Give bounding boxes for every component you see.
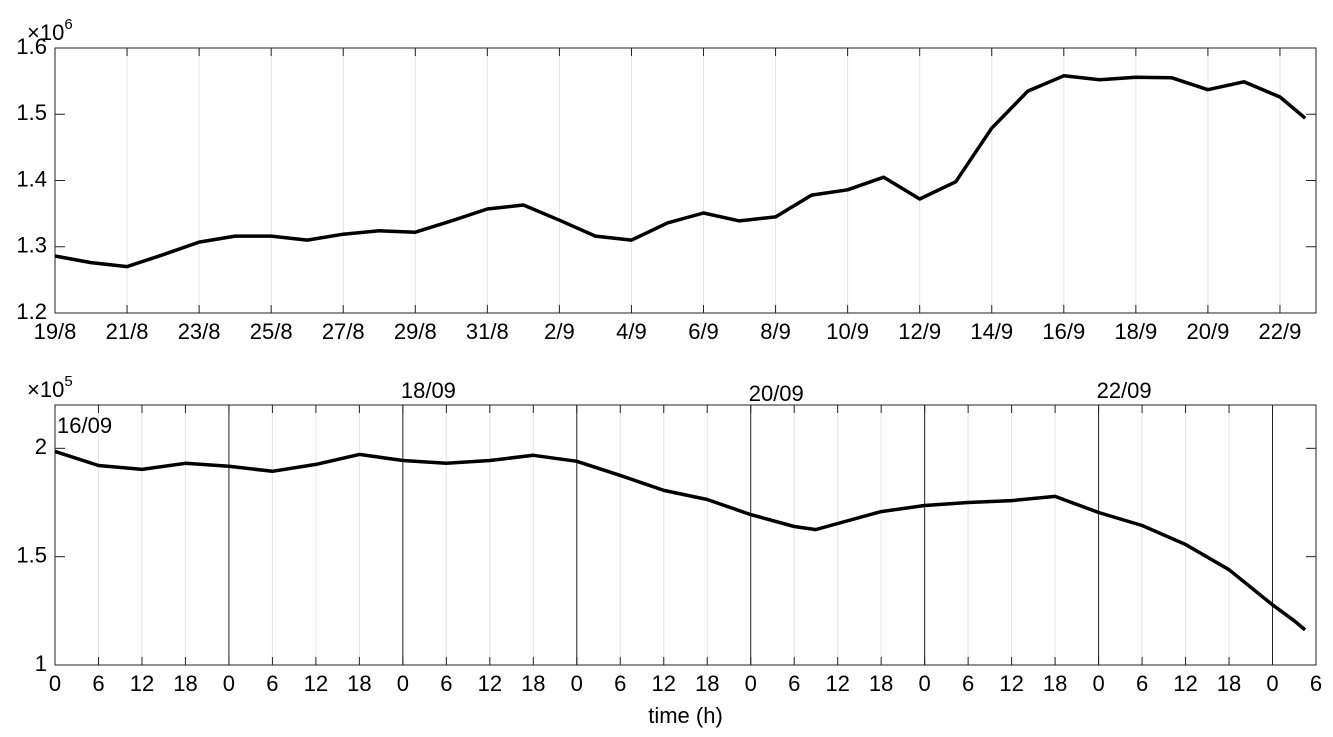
y-tick-label: 1.5: [16, 542, 47, 567]
y-tick-label: 1.5: [16, 100, 47, 125]
x-tick-label: 14/9: [970, 319, 1013, 344]
x-tick-label: 12: [652, 671, 676, 696]
exponent-base: ×10: [27, 20, 64, 45]
x-tick-label: 10/9: [826, 319, 869, 344]
x-tick-label: 6: [1310, 671, 1322, 696]
x-tick-label: 22/9: [1259, 319, 1302, 344]
x-tick-label: 4/9: [616, 319, 647, 344]
date-annotation: 18/09: [401, 378, 456, 403]
x-tick-label: 31/8: [466, 319, 509, 344]
exponent-base: ×10: [27, 377, 64, 402]
x-tick-label: 0: [397, 671, 409, 696]
y-tick-label: 1.3: [16, 233, 47, 258]
data-line: [54, 74, 1307, 269]
date-annotation: 22/09: [1097, 378, 1152, 403]
y-exponent: ×105: [27, 373, 73, 402]
y-tick-label: 2: [35, 434, 47, 459]
x-tick-label: 12: [1173, 671, 1197, 696]
x-tick-label: 29/8: [394, 319, 437, 344]
y-tick-label: 1.2: [16, 299, 47, 324]
x-tick-label: 19/8: [34, 319, 77, 344]
x-tick-label: 6: [440, 671, 452, 696]
x-tick-label: 21/8: [106, 319, 149, 344]
x-tick-label: 27/8: [322, 319, 365, 344]
exponent-power: 6: [64, 16, 72, 33]
x-tick-label: 6: [266, 671, 278, 696]
x-tick-label: 18: [521, 671, 545, 696]
x-tick-label: 6: [1136, 671, 1148, 696]
exponent-power: 5: [64, 373, 72, 390]
x-tick-label: 18: [869, 671, 893, 696]
x-tick-label: 6: [962, 671, 974, 696]
y-exponent: ×106: [27, 16, 73, 45]
x-tick-label: 6/9: [688, 319, 719, 344]
x-tick-label: 6: [92, 671, 104, 696]
date-annotation: 16/09: [57, 413, 112, 438]
x-tick-label: 18: [347, 671, 371, 696]
x-tick-label: 12: [999, 671, 1023, 696]
x-tick-label: 18: [173, 671, 197, 696]
data-line: [54, 449, 1307, 632]
x-tick-label: 0: [745, 671, 757, 696]
x-tick-label: 0: [1092, 671, 1104, 696]
x-tick-label: 0: [1266, 671, 1278, 696]
date-annotation: 20/09: [749, 381, 804, 406]
x-tick-label: 18: [695, 671, 719, 696]
x-tick-label: 2/9: [544, 319, 575, 344]
x-tick-label: 12: [825, 671, 849, 696]
x-tick-label: 12: [130, 671, 154, 696]
axes-box: [54, 47, 1317, 314]
y-tick-label: 1: [35, 651, 47, 676]
x-tick-label: 6: [788, 671, 800, 696]
x-tick-label: 12: [304, 671, 328, 696]
x-axis-label: time (h): [648, 703, 723, 728]
y-tick-label: 1.6: [16, 34, 47, 59]
x-tick-label: 0: [223, 671, 235, 696]
x-tick-label: 25/8: [250, 319, 293, 344]
axes-box: [54, 404, 1317, 666]
x-tick-label: 0: [49, 671, 61, 696]
x-tick-label: 18/9: [1114, 319, 1157, 344]
y-tick-label: 1.4: [16, 166, 47, 191]
x-tick-label: 0: [571, 671, 583, 696]
x-tick-label: 8/9: [760, 319, 791, 344]
x-tick-label: 16/9: [1042, 319, 1085, 344]
x-tick-label: 18: [1043, 671, 1067, 696]
x-tick-label: 6: [614, 671, 626, 696]
x-tick-label: 23/8: [178, 319, 221, 344]
x-tick-label: 18: [1217, 671, 1241, 696]
x-tick-label: 20/9: [1187, 319, 1230, 344]
x-tick-label: 12/9: [898, 319, 941, 344]
x-tick-label: 12: [478, 671, 502, 696]
x-tick-label: 0: [919, 671, 931, 696]
